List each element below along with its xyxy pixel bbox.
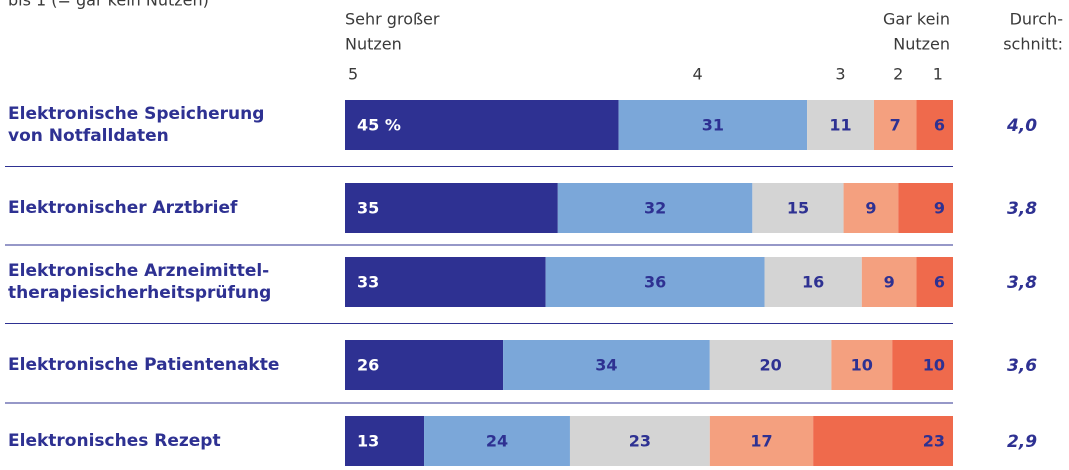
category-label: Elektronische Patientenakte [8, 355, 279, 375]
bar-segment [345, 183, 558, 233]
left-header: Nutzen [345, 35, 402, 54]
value-label: 31 [702, 116, 724, 135]
value-label: 23 [629, 432, 651, 451]
average-label: 2,9 [1007, 432, 1037, 452]
bar-segment [503, 340, 710, 390]
bar-segment [345, 100, 619, 150]
value-label: 45 % [357, 116, 401, 135]
average-label: 3,8 [1007, 199, 1037, 219]
subtitle: bis 1 (= gar kein Nutzen) [8, 0, 209, 10]
bar-segment [569, 416, 710, 466]
category-label: Elektronischer Arztbrief [8, 198, 238, 218]
value-label: 36 [644, 273, 666, 292]
bar-segment [892, 340, 953, 390]
average-label: 3,6 [1007, 356, 1037, 376]
bar-segment [898, 183, 953, 233]
category-label: Elektronisches Rezept [8, 431, 221, 451]
value-label: 13 [357, 432, 379, 451]
value-label: 17 [750, 432, 772, 451]
value-label: 32 [644, 199, 666, 218]
bar-segment [861, 257, 917, 307]
scale-label: 1 [933, 65, 943, 84]
category-label: Elektronische Speicherung [8, 104, 264, 124]
category-label: von Notfalldaten [8, 126, 169, 146]
scale-label: 2 [893, 65, 903, 84]
value-label: 10 [923, 356, 945, 375]
value-label: 34 [595, 356, 617, 375]
bar-segment [345, 340, 504, 390]
value-label: 23 [923, 432, 945, 451]
scale-label: 4 [693, 65, 703, 84]
bar-segment [764, 257, 862, 307]
value-label: 9 [865, 199, 876, 218]
value-label: 33 [357, 273, 379, 292]
value-label: 20 [759, 356, 781, 375]
bar-segment [424, 416, 570, 466]
value-label: 16 [802, 273, 824, 292]
value-label: 15 [787, 199, 809, 218]
bar-segment [813, 416, 953, 466]
bar-segment [709, 416, 814, 466]
category-label: Elektronische Arzneimittel- [8, 261, 269, 281]
bar-segment [831, 340, 893, 390]
value-label: 6 [934, 116, 945, 135]
value-label: 6 [934, 273, 945, 292]
bar-segment [843, 183, 899, 233]
bar-segment [752, 183, 844, 233]
category-label: therapiesicherheitsprüfung [8, 283, 271, 303]
average-label: 3,8 [1007, 273, 1037, 293]
value-label: 9 [884, 273, 895, 292]
value-label: 7 [890, 116, 901, 135]
value-label: 11 [829, 116, 851, 135]
bar-segment [557, 183, 753, 233]
bar-segment [873, 100, 917, 150]
bar-segment [807, 100, 874, 150]
bar-segment [618, 100, 808, 150]
average-header: schnitt: [1003, 35, 1063, 54]
bar-segment [709, 340, 832, 390]
left-header: Sehr großer [345, 10, 440, 29]
bar-segment [345, 257, 546, 307]
value-label: 35 [357, 199, 379, 218]
average-label: 4,0 [1006, 116, 1037, 136]
bar-segment [545, 257, 765, 307]
value-label: 9 [934, 199, 945, 218]
bar-segment [345, 416, 425, 466]
bar-segment [916, 257, 953, 307]
scale-label: 5 [348, 65, 358, 84]
right-header: Gar kein [883, 10, 950, 29]
average-header: Durch- [1010, 10, 1063, 29]
right-header: Nutzen [893, 35, 950, 54]
bar-segment [916, 100, 953, 150]
scale-label: 3 [835, 65, 845, 84]
value-label: 24 [486, 432, 508, 451]
value-label: 26 [357, 356, 379, 375]
value-label: 10 [851, 356, 873, 375]
